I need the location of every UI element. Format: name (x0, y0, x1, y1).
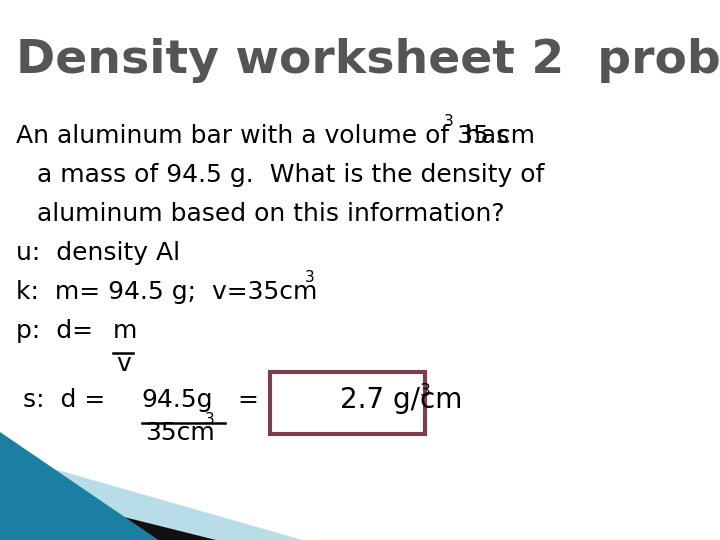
Text: aluminum based on this information?: aluminum based on this information? (37, 202, 505, 226)
Text: a mass of 94.5 g.  What is the density of: a mass of 94.5 g. What is the density of (37, 163, 545, 187)
Text: v: v (116, 352, 130, 376)
Text: 2.7 g/cm: 2.7 g/cm (340, 387, 462, 414)
Text: Density worksheet 2  problem 1: Density worksheet 2 problem 1 (16, 38, 720, 83)
Text: k:  m= 94.5 g;  v=35cm: k: m= 94.5 g; v=35cm (16, 280, 318, 303)
Polygon shape (0, 486, 216, 540)
Text: p:  d=: p: d= (16, 319, 101, 342)
Text: 3: 3 (204, 412, 215, 427)
Text: =: = (238, 388, 258, 412)
Text: 3: 3 (419, 382, 431, 400)
Text: 3: 3 (444, 114, 454, 130)
Text: 3: 3 (305, 270, 315, 285)
Text: An aluminum bar with a volume of 35 cm: An aluminum bar with a volume of 35 cm (16, 124, 535, 148)
Text: has: has (457, 124, 510, 148)
Polygon shape (0, 454, 302, 540)
Text: s:  d =: s: d = (23, 388, 113, 412)
Polygon shape (0, 432, 158, 540)
Text: 35cm: 35cm (145, 421, 215, 444)
Text: 94.5g: 94.5g (142, 388, 213, 412)
Text: u:  density Al: u: density Al (16, 241, 180, 265)
Text: m: m (113, 319, 138, 342)
